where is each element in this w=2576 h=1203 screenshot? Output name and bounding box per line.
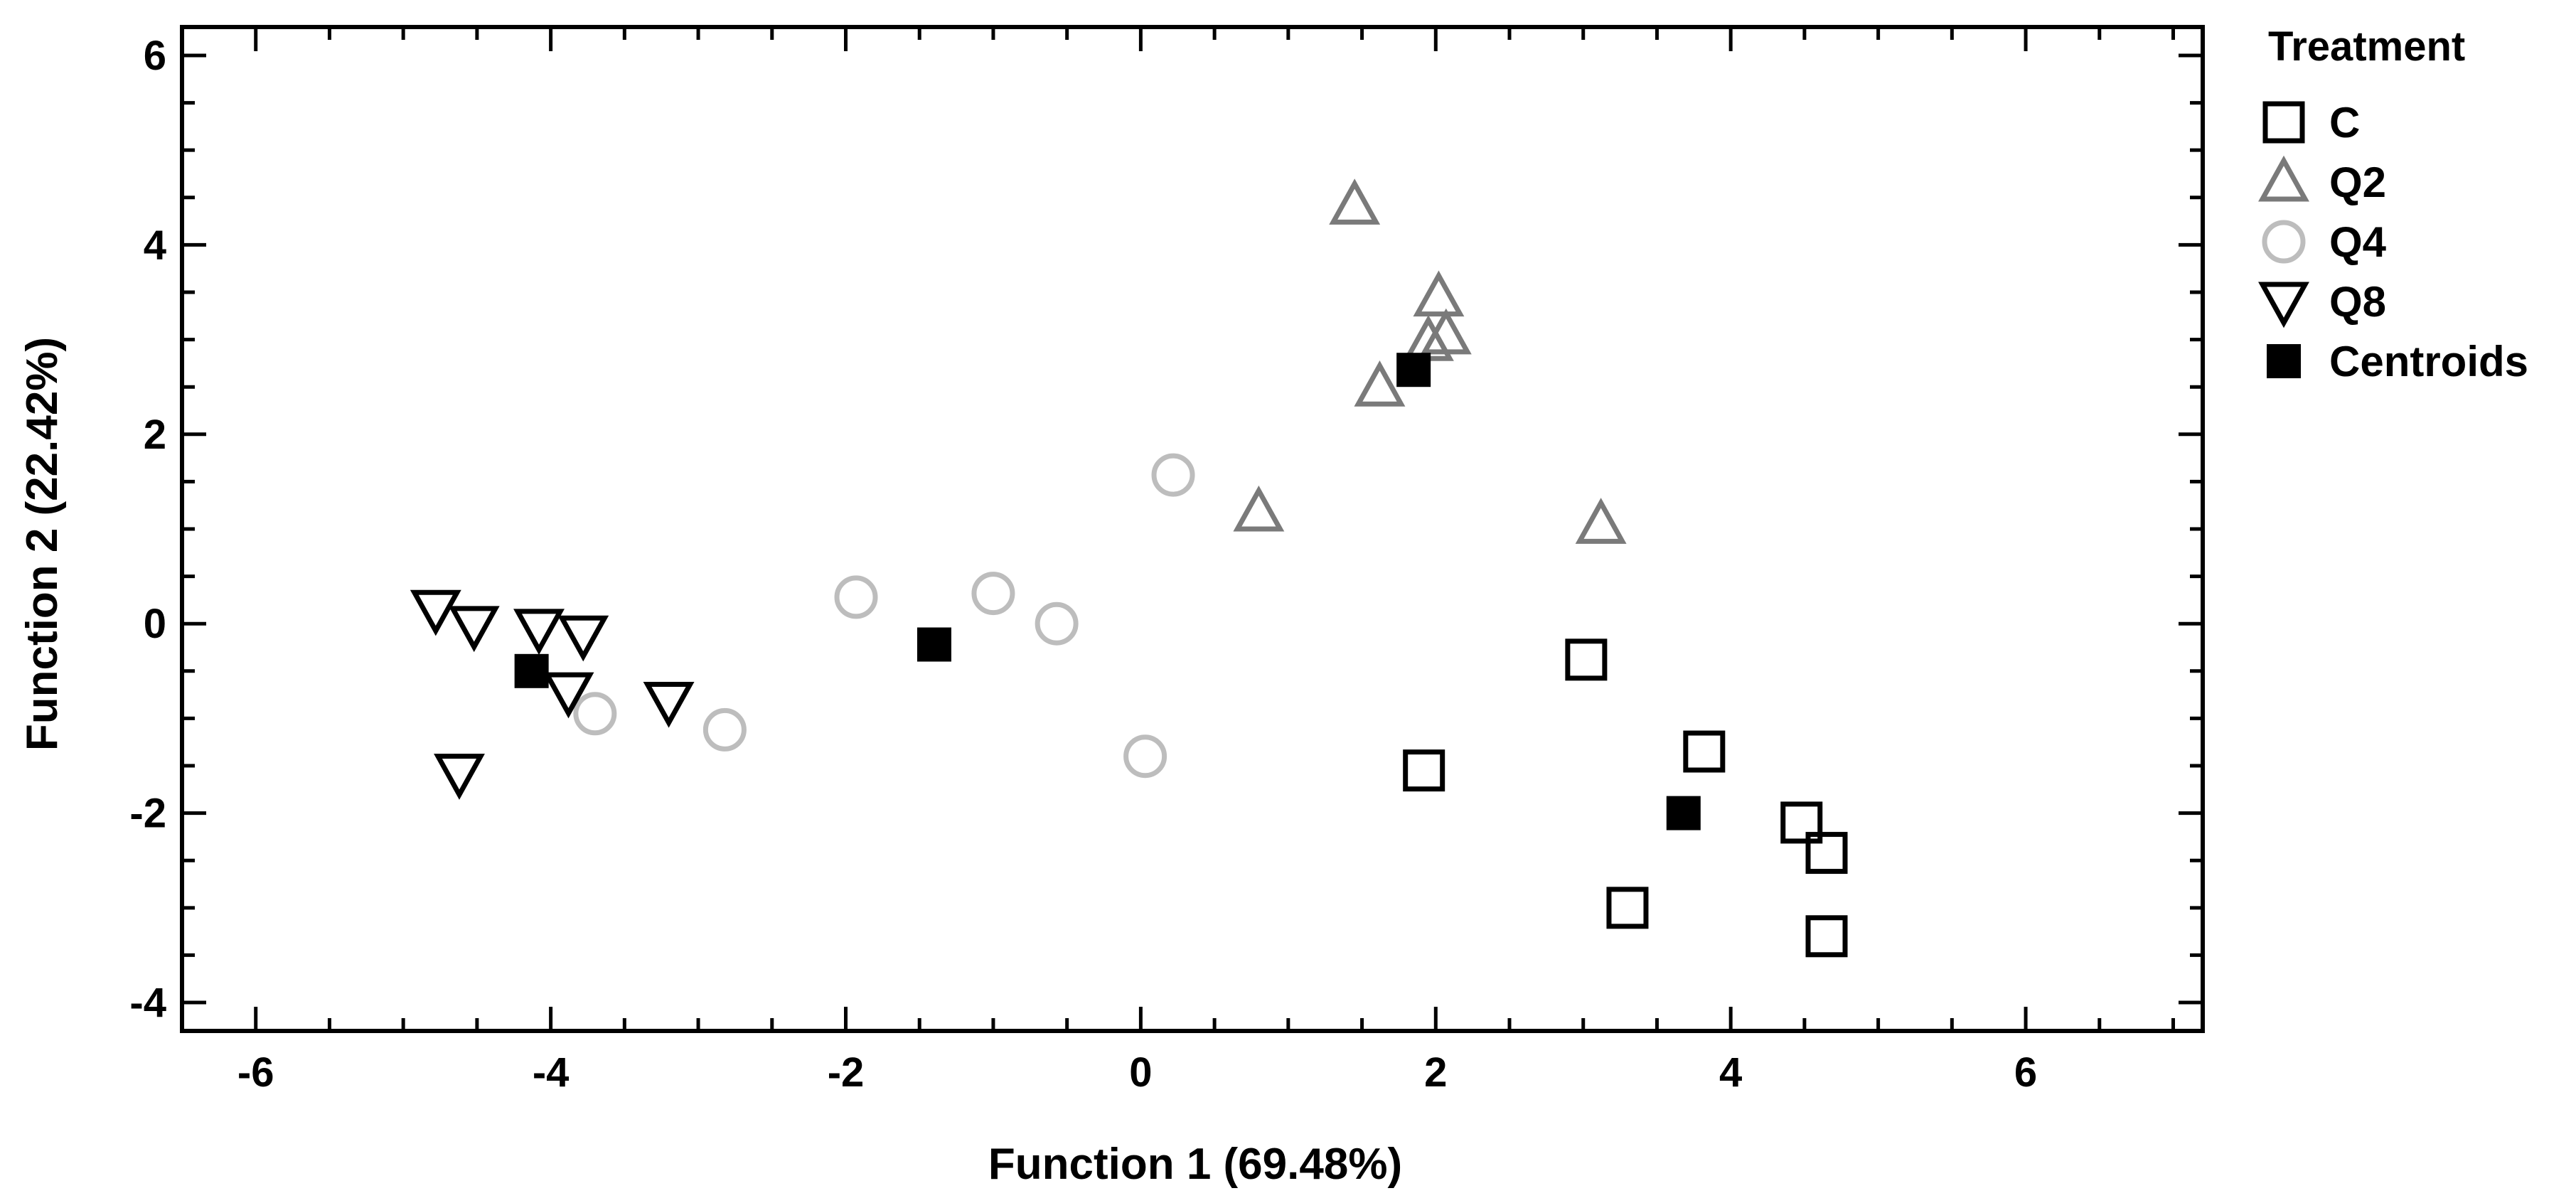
data-point-q4	[1151, 453, 1195, 497]
legend-label: Q2	[2329, 159, 2386, 206]
data-point-q4	[971, 572, 1015, 616]
legend-item-c: C	[2262, 99, 2360, 146]
series-c	[1403, 638, 1848, 958]
x-tick-label: 0	[1129, 1049, 1152, 1096]
series-centroids	[514, 353, 1701, 830]
axis-ticks: -6 -4 -2 0 2 4 6 -4 -2 0 2 4 6	[129, 27, 2203, 1096]
plot-border	[180, 25, 2205, 1033]
data-point-q8	[543, 672, 594, 719]
legend-marker-c	[2262, 101, 2305, 144]
legend-item-q4: Q4	[2262, 218, 2387, 266]
data-point-q8	[513, 609, 565, 656]
data-point-q4	[1035, 602, 1079, 646]
y-tick-label: -2	[129, 791, 166, 837]
data-point-q8	[557, 615, 609, 662]
data-point-q8	[448, 606, 500, 653]
series-q8	[410, 589, 695, 800]
data-point-q2	[1233, 485, 1285, 532]
legend-item-q2: Q2	[2258, 155, 2386, 206]
data-point-q4	[834, 575, 878, 619]
data-points	[410, 178, 1848, 958]
legend-label: Centroids	[2329, 338, 2528, 385]
x-tick-label: -4	[533, 1049, 570, 1096]
y-tick-label: 2	[144, 412, 166, 458]
legend-marker-q8	[2258, 282, 2309, 328]
plot-frame	[180, 25, 2205, 1033]
data-point-q8	[643, 681, 695, 728]
data-point-centroids	[514, 653, 549, 688]
y-tick-label: 6	[144, 33, 166, 79]
legend: Treatment C Q2 Q4 Q8 Centroids	[2258, 23, 2528, 385]
data-point-q4	[573, 692, 617, 736]
x-tick-label: 4	[1719, 1049, 1742, 1096]
data-point-c	[1780, 801, 1823, 844]
x-axis-label: Function 1 (69.48%)	[988, 1140, 1402, 1189]
data-point-c	[1565, 638, 1608, 681]
legend-item-centroids: Centroids	[2267, 338, 2528, 385]
y-axis-label: Function 2 (22.42%)	[18, 337, 67, 751]
data-point-c	[1805, 915, 1848, 958]
x-tick-label: 2	[1424, 1049, 1447, 1096]
y-tick-label: 4	[144, 222, 166, 268]
data-point-centroids	[916, 627, 951, 662]
data-point-q8	[410, 589, 461, 636]
legend-label: Q8	[2329, 278, 2386, 326]
data-point-centroids	[1396, 353, 1431, 387]
data-point-centroids	[1666, 796, 1701, 830]
legend-marker-q4	[2262, 220, 2306, 264]
data-point-q2	[1354, 360, 1406, 407]
data-point-q8	[434, 754, 485, 800]
data-point-c	[1403, 749, 1445, 792]
series-q4	[573, 453, 1195, 779]
legend-marker-q2	[2258, 155, 2309, 202]
legend-label: C	[2329, 99, 2360, 146]
data-point-q4	[1123, 734, 1167, 779]
x-tick-label: -2	[828, 1049, 865, 1096]
data-point-q2	[1413, 270, 1465, 317]
x-tick-label: -6	[237, 1049, 274, 1096]
data-point-q4	[702, 707, 747, 752]
data-point-q2	[1329, 178, 1381, 225]
data-point-c	[1606, 887, 1649, 929]
x-tick-label: 6	[2014, 1049, 2037, 1096]
legend-title: Treatment	[2268, 23, 2465, 70]
data-point-c	[1805, 832, 1848, 875]
y-tick-label: -4	[129, 980, 166, 1026]
legend-marker-centroids	[2267, 344, 2301, 378]
data-point-q2	[1575, 498, 1627, 544]
legend-label: Q4	[2329, 218, 2387, 266]
data-point-q2	[1420, 308, 1472, 355]
data-point-c	[1683, 730, 1726, 773]
legend-item-q8: Q8	[2258, 278, 2386, 328]
y-tick-label: 0	[144, 601, 166, 647]
